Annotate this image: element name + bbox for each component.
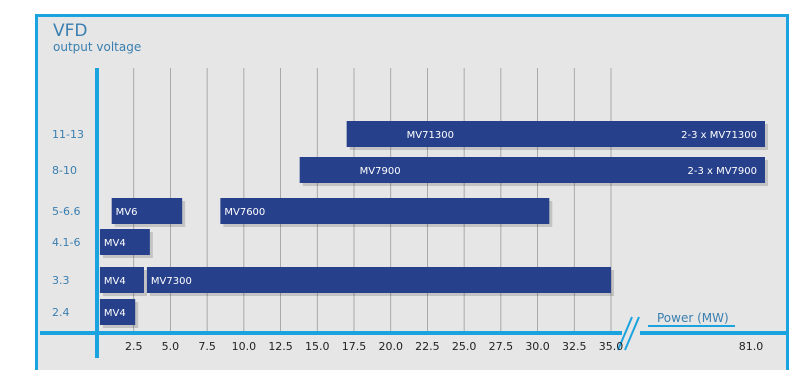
chart-title: VFD — [53, 21, 88, 41]
bar — [99, 229, 150, 255]
bar-right-label: 2-3 x MV7900 — [687, 166, 757, 177]
bar-label: MV4 — [104, 276, 126, 287]
bar — [99, 267, 144, 293]
tick-label: 17.5 — [342, 340, 367, 353]
tick-label: 35.0 — [599, 340, 624, 353]
tick-label: 32.5 — [562, 340, 587, 353]
bar — [220, 198, 550, 224]
tick-label: 20.0 — [378, 340, 403, 353]
tick-label: 30.0 — [525, 340, 550, 353]
axis-break-mark — [617, 316, 633, 351]
tick-label: 81.0 — [739, 340, 764, 353]
tick-label: 27.5 — [489, 340, 514, 353]
bar — [346, 121, 765, 147]
tick-label: 2.5 — [125, 340, 143, 353]
x-axis-title: Power (MW) — [657, 311, 729, 325]
bar-label: MV6 — [116, 207, 138, 218]
bar — [99, 299, 136, 325]
bar-label: MV4 — [104, 308, 126, 319]
tick-label: 15.0 — [305, 340, 330, 353]
tick-label: 22.5 — [415, 340, 440, 353]
bar-label: MV7600 — [224, 207, 265, 218]
bar — [111, 198, 183, 224]
bar-label: MV7900 — [360, 166, 401, 177]
bar-right-label: 2-3 x MV71300 — [681, 130, 757, 141]
chart-frame — [35, 14, 789, 370]
axis-break-mark — [624, 316, 640, 351]
category-label: 3.3 — [52, 274, 70, 287]
tick-label: 7.5 — [198, 340, 216, 353]
bar — [299, 157, 765, 183]
category-label: 4.1-6 — [52, 236, 80, 249]
tick-label: 10.0 — [232, 340, 257, 353]
category-label: 2.4 — [52, 306, 70, 319]
category-label: 5-6.6 — [52, 205, 80, 218]
bar-label: MV71300 — [407, 130, 454, 141]
tick-label: 5.0 — [162, 340, 180, 353]
chart-subtitle: output voltage — [53, 40, 142, 54]
category-label: 8-10 — [52, 164, 77, 177]
tick-label: 12.5 — [268, 340, 293, 353]
bar — [146, 267, 611, 293]
bar-label: MV4 — [104, 238, 126, 249]
tick-label: 25.0 — [452, 340, 477, 353]
category-label: 11-13 — [52, 128, 84, 141]
bar-label: MV7300 — [151, 276, 192, 287]
